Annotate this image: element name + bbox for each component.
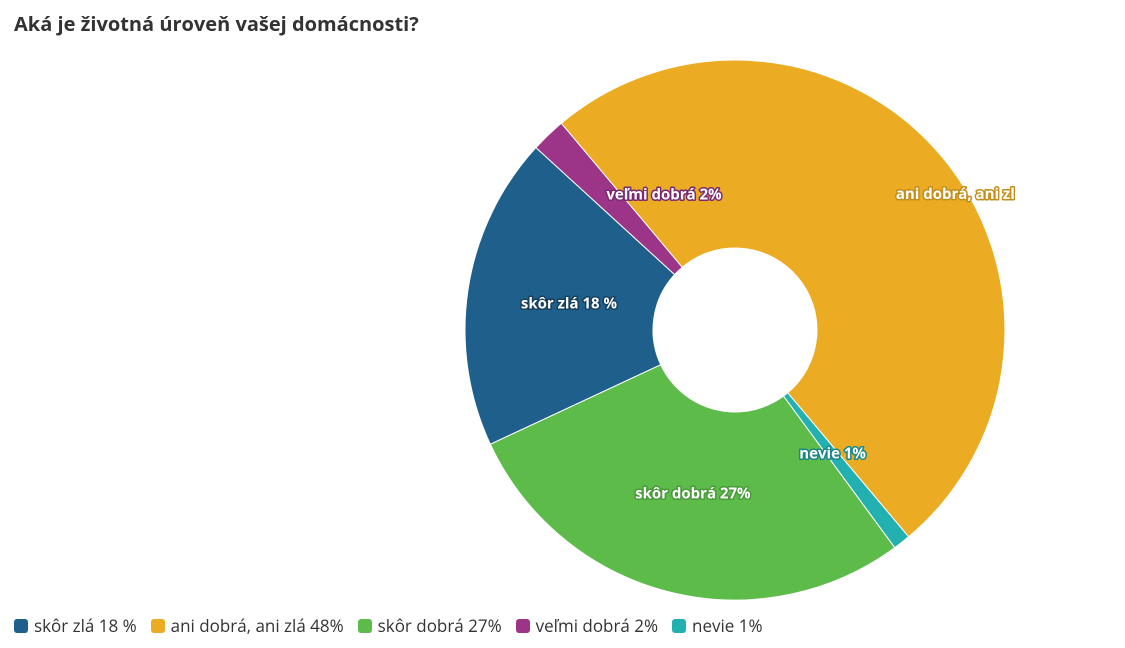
legend-label-nevie: nevie 1% bbox=[692, 614, 763, 637]
donut-svg: veľmi dobrá 2% ani dobrá, ani zlá 48% nevi… bbox=[455, 50, 1015, 610]
legend-swatch-velmi_dobra bbox=[516, 619, 530, 633]
legend-label-ani: ani dobrá, ani zlá 48% bbox=[171, 614, 344, 637]
legend-item-ani: ani dobrá, ani zlá 48% bbox=[151, 614, 344, 637]
legend-item-skor_zla: skôr zlá 18 % bbox=[14, 614, 137, 637]
chart-title: Aká je životná úroveň vašej domácnosti? bbox=[14, 10, 419, 37]
legend-label-skor_zla: skôr zlá 18 % bbox=[34, 614, 137, 637]
slice-label-skor_dobra: skôr dobrá 27% bbox=[635, 484, 751, 504]
legend-item-skor_dobra: skôr dobrá 27% bbox=[358, 614, 502, 637]
donut-chart: veľmi dobrá 2% ani dobrá, ani zlá 48% nevi… bbox=[455, 50, 1015, 610]
legend-swatch-ani bbox=[151, 619, 165, 633]
legend-item-velmi_dobra: veľmi dobrá 2% bbox=[516, 614, 658, 637]
slice-label-nevie: nevie 1% bbox=[799, 443, 866, 463]
legend-swatch-nevie bbox=[672, 619, 686, 633]
legend-label-skor_dobra: skôr dobrá 27% bbox=[378, 614, 502, 637]
slice-label-skor_zla: skôr zlá 18 % bbox=[521, 294, 618, 314]
chart-container: Aká je životná úroveň vašej domácnosti? … bbox=[0, 0, 1125, 648]
legend-swatch-skor_zla bbox=[14, 619, 28, 633]
slice-label-ani: ani dobrá, ani zlá 48% bbox=[896, 184, 1015, 204]
legend-swatch-skor_dobra bbox=[358, 619, 372, 633]
legend-item-nevie: nevie 1% bbox=[672, 614, 763, 637]
slice-label-velmi_dobra: veľmi dobrá 2% bbox=[606, 185, 722, 205]
legend: skôr zlá 18 % ani dobrá, ani zlá 48% skôr … bbox=[14, 614, 763, 637]
legend-label-velmi_dobra: veľmi dobrá 2% bbox=[536, 614, 658, 637]
